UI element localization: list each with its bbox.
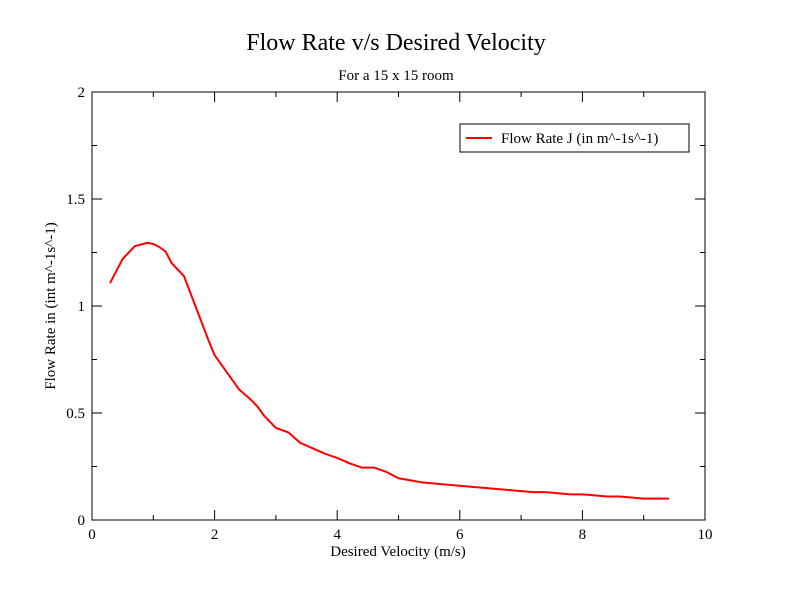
x-tick-label: 10 [698, 527, 713, 543]
x-tick-label: 2 [211, 527, 219, 543]
chart-subtitle: For a 15 x 15 room [338, 68, 454, 84]
y-axis-label: Flow Rate in (int m^-1s^-1) [43, 222, 59, 389]
x-tick-label: 4 [333, 527, 341, 543]
y-tick-label: 0 [78, 513, 86, 529]
x-tick-label: 8 [579, 527, 587, 543]
y-tick-label: 0.5 [66, 406, 85, 422]
x-tick-label: 0 [88, 527, 96, 543]
y-tick-label: 1 [78, 299, 86, 315]
legend-box [459, 123, 690, 153]
plot-frame [91, 91, 706, 521]
series-line-0 [109, 241, 670, 500]
legend-series-name: Flow Rate J (in m^-1s^-1) [501, 131, 658, 147]
x-tick-label: 6 [456, 527, 464, 543]
y-tick-label: 1.5 [66, 192, 85, 208]
y-tick-label: 2 [78, 85, 86, 101]
plot-layer: 0 2 4 6 8 10 0 0.5 1 1.5 2 [66, 85, 712, 543]
chart-title: Flow Rate v/s Desired Velocity [246, 30, 546, 56]
x-axis-label: Desired Velocity (m/s) [330, 544, 466, 560]
legend: Flow Rate J (in m^-1s^-1) [459, 123, 690, 153]
